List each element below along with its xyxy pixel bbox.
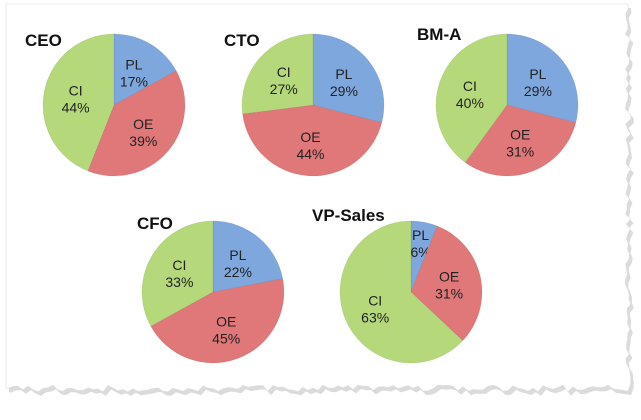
pie-slice-ci bbox=[435, 33, 508, 163]
slice-label-oe: OE 45% bbox=[212, 314, 240, 347]
slice-label-pl: PL 22% bbox=[224, 247, 252, 280]
slice-label-pl: PL 29% bbox=[524, 66, 552, 99]
pie-slice-ci bbox=[42, 33, 115, 172]
pie-slice-pl bbox=[410, 220, 438, 293]
slice-label-ci: CI 44% bbox=[62, 83, 90, 116]
slice-label-oe: OE 44% bbox=[296, 129, 324, 162]
pie-title: CFO bbox=[137, 214, 173, 233]
slice-label-oe: OE 31% bbox=[506, 127, 534, 160]
slice-label-ci: CI 27% bbox=[270, 64, 298, 97]
pie-slice-oe bbox=[464, 104, 577, 177]
pie-chart-ceo: CEO PL 17% OE 39% CI 44% bbox=[25, 31, 186, 177]
pie-chart-cfo: CFO PL 22% OE 45% CI 33% bbox=[137, 214, 285, 364]
pie-title: BM-A bbox=[417, 25, 461, 44]
pie-slice-oe bbox=[150, 278, 285, 364]
pie-title: CTO bbox=[224, 31, 260, 50]
pie-slice-pl bbox=[312, 33, 385, 124]
pie-title: CEO bbox=[25, 31, 62, 50]
slice-label-pl: PL 29% bbox=[330, 66, 358, 99]
pie-slice-oe bbox=[87, 70, 186, 177]
pie-chart-cto: CTO PL 29% OE 44% CI 27% bbox=[224, 31, 385, 177]
pie-slice-oe bbox=[410, 225, 483, 342]
pie-slice-ci bbox=[241, 33, 314, 115]
slice-label-pl: PL 17% bbox=[120, 56, 148, 89]
slice-label-oe: OE 31% bbox=[435, 269, 463, 302]
pie-slice-pl bbox=[113, 33, 177, 106]
pie-slice-ci bbox=[339, 220, 464, 364]
pie-slice-ci bbox=[141, 220, 214, 327]
slice-label-oe: OE 39% bbox=[129, 116, 157, 149]
pie-chart-bm-a: BM-A PL 29% OE 31% CI 40% bbox=[417, 25, 579, 177]
pie-slice-oe bbox=[242, 104, 383, 177]
pie-title: VP-Sales bbox=[312, 206, 385, 225]
slice-label-ci: CI 33% bbox=[165, 257, 193, 290]
slice-label-ci: CI 40% bbox=[456, 78, 484, 111]
pie-slice-pl bbox=[212, 220, 284, 293]
pie-slice-pl bbox=[506, 33, 579, 124]
slice-label-ci: CI 63% bbox=[361, 293, 389, 326]
